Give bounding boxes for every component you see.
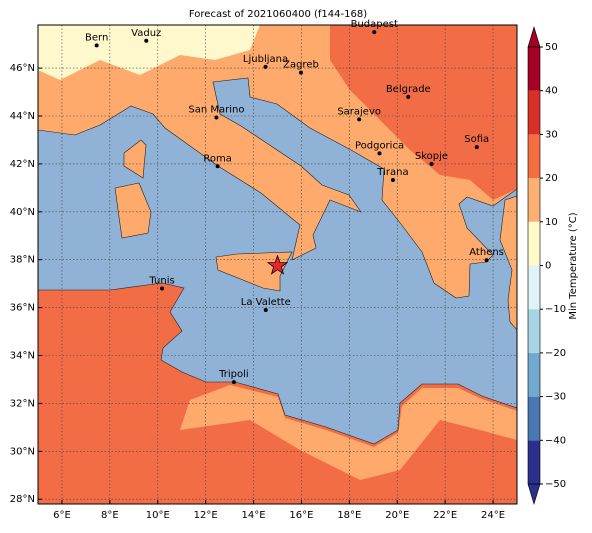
city-label: San Marino	[188, 104, 244, 115]
city-dot	[406, 94, 411, 99]
city-dot	[94, 43, 99, 48]
x-tick-label: 10°E	[146, 510, 170, 521]
city-label: Ljubljana	[243, 54, 288, 65]
colorbar-tick-label: 0	[545, 261, 551, 272]
y-tick-label: 34°N	[10, 351, 35, 362]
city-dot	[263, 64, 268, 69]
land-sardinia	[114, 182, 152, 239]
colorbar-tick-label: 20	[545, 173, 558, 184]
city-label: Vaduz	[131, 28, 161, 39]
colorbar-tick-label: −10	[545, 304, 566, 315]
y-tick-label: 28°N	[10, 494, 35, 505]
city-dot	[357, 117, 362, 122]
colorbar-tick-label: −20	[545, 348, 566, 359]
map-frame	[37, 24, 518, 505]
city-label: La Valette	[241, 297, 291, 308]
y-tick-label: 32°N	[10, 398, 35, 409]
warm-region	[330, 25, 517, 200]
cold-region	[38, 25, 260, 80]
colorbar-bin	[528, 90, 540, 135]
colorbar-tick-label: −30	[545, 392, 566, 403]
x-tick-label: 12°E	[194, 510, 218, 521]
colorbar-label: Min Temperature (°C)	[568, 212, 579, 319]
y-tick-label: 42°N	[10, 159, 35, 170]
colorbar-bin	[528, 221, 540, 266]
colorbar-bin	[528, 134, 540, 179]
city-dot	[215, 164, 220, 169]
city-label: Zagreb	[283, 60, 319, 71]
city-dot	[160, 286, 165, 291]
city-dot	[429, 161, 434, 166]
land-corsica	[123, 139, 147, 179]
city-label: Tripoli	[218, 369, 249, 380]
city-label: Podgorica	[355, 140, 404, 151]
city-dot	[144, 38, 149, 43]
city-label: Bern	[85, 32, 108, 43]
x-tick-label: 20°E	[385, 510, 409, 521]
city-dot	[231, 380, 236, 385]
x-tick-label: 8°E	[101, 510, 119, 521]
land-sicily	[215, 251, 293, 292]
colorbar-tick-label: 30	[545, 129, 558, 140]
y-tick-label: 30°N	[10, 446, 35, 457]
y-tick-label: 44°N	[10, 111, 35, 122]
city-dot	[263, 308, 268, 313]
colorbar-bin	[528, 265, 540, 310]
colorbar-tick-label: 50	[545, 42, 558, 53]
city-label: Belgrade	[386, 84, 431, 95]
y-tick-label: 40°N	[10, 207, 35, 218]
y-tick-label: 36°N	[10, 303, 35, 314]
x-tick-label: 14°E	[242, 510, 266, 521]
city-label: Sarajevo	[337, 106, 381, 117]
city-dot	[474, 145, 479, 150]
x-tick-label: 18°E	[337, 510, 361, 521]
city-dot	[390, 177, 395, 182]
x-tick-label: 22°E	[433, 510, 457, 521]
map-title: Forecast of 2021060400 (f144-168)	[189, 9, 367, 20]
colorbar-tick-label: −50	[545, 479, 566, 490]
colorbar-bin	[528, 440, 540, 484]
colorbar-bin	[528, 178, 540, 222]
forecast-marker	[266, 254, 289, 275]
city-dot	[377, 151, 382, 156]
colorbar-bin	[528, 396, 540, 441]
city-label: Tirana	[376, 167, 408, 178]
colorbar-bin	[528, 47, 540, 91]
city-dot	[372, 30, 377, 35]
x-tick-label: 16°E	[289, 510, 313, 521]
coastal-band	[180, 385, 517, 480]
city-label: Tunis	[148, 275, 174, 286]
colorbar-extend-bottom	[527, 483, 541, 506]
colorbar-tick-label: 40	[545, 86, 558, 97]
colorbar-bin	[528, 309, 540, 353]
city-label: Sofia	[464, 134, 489, 145]
colorbar-tick-label: 10	[545, 217, 558, 228]
colorbar-tick-label: −40	[545, 435, 566, 446]
city-dot	[214, 115, 219, 120]
y-tick-label: 46°N	[10, 63, 35, 74]
x-tick-label: 24°E	[481, 510, 505, 521]
city-label: Skopje	[415, 151, 448, 162]
y-tick-label: 38°N	[10, 255, 35, 266]
city-label: Athens	[469, 247, 504, 258]
colorbar-extend-top	[527, 25, 541, 48]
city-dot	[298, 70, 303, 75]
city-dot	[484, 258, 489, 263]
colorbar-bin	[528, 352, 540, 397]
city-label: Roma	[203, 153, 232, 164]
x-tick-label: 6°E	[53, 510, 71, 521]
